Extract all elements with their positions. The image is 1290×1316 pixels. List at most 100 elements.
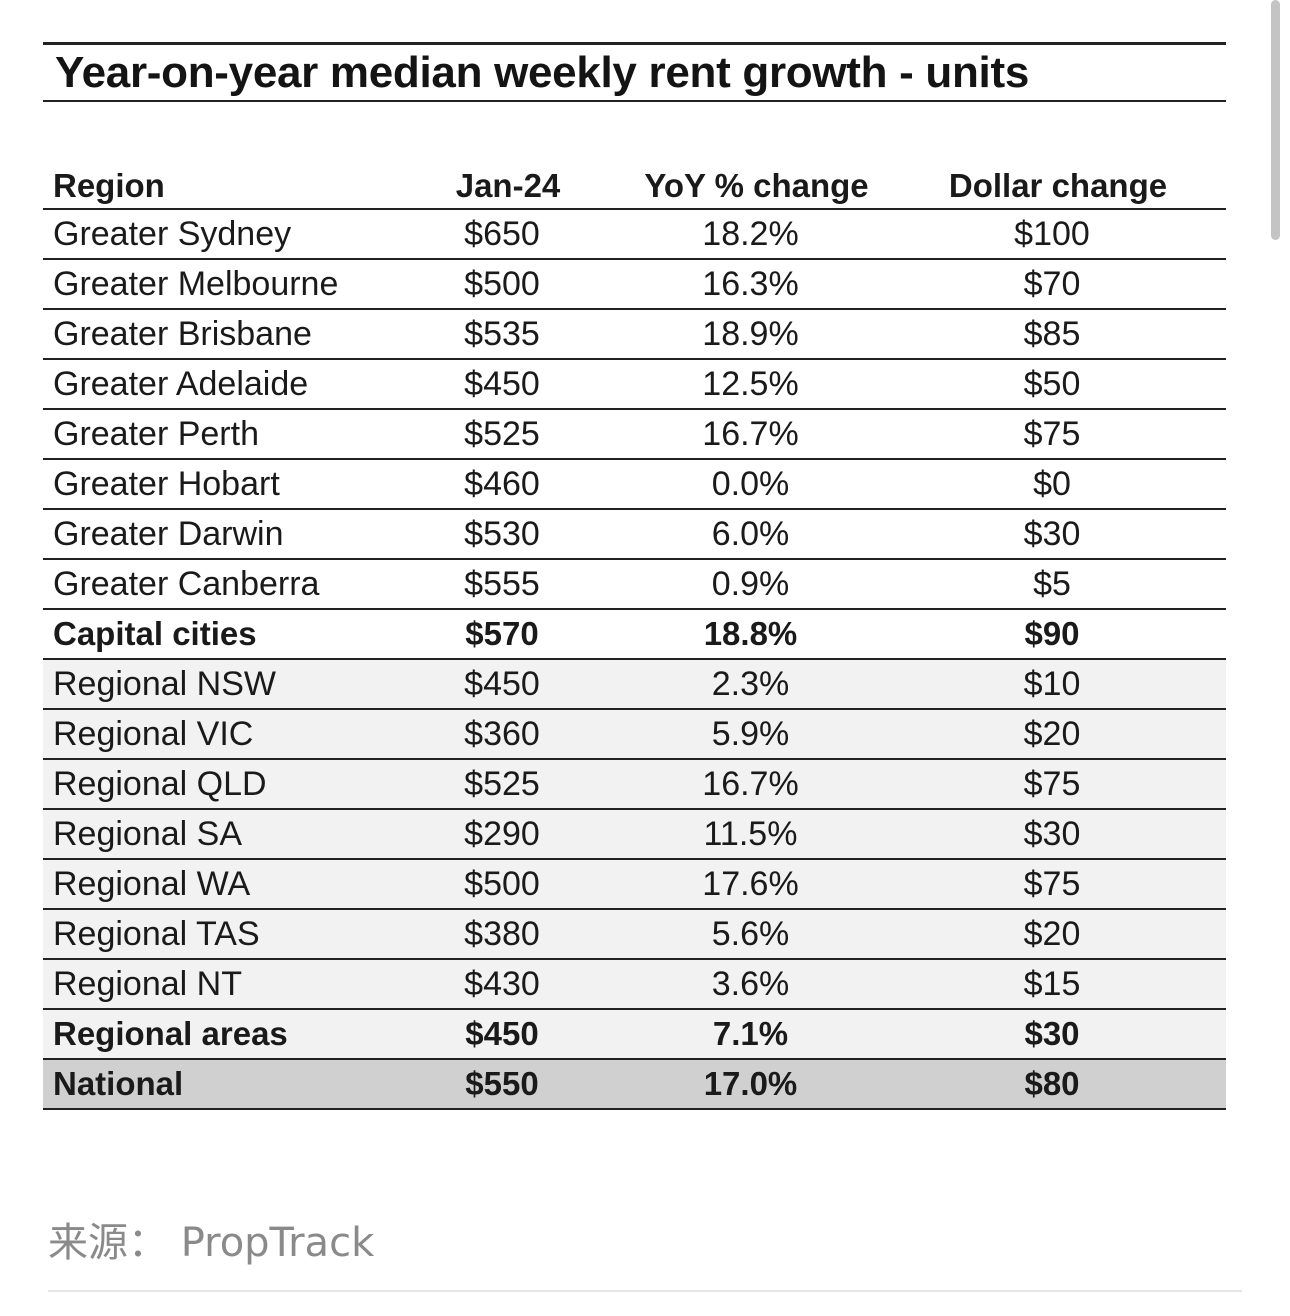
cell-jan24: $430 (464, 964, 540, 1003)
cell-yoy-change: 2.3% (711, 664, 790, 703)
cell-region: Greater Hobart (53, 464, 280, 503)
table-row: Greater Darwin $530 6.0% $30 (43, 510, 1226, 560)
cell-jan24: $535 (464, 314, 540, 353)
header-dollar-change: Dollar change (948, 167, 1168, 204)
cell-region: National (53, 1065, 184, 1102)
rent-growth-table: Year-on-year median weekly rent growth -… (43, 42, 1226, 1110)
cell-dollar-change: $90 (1024, 615, 1080, 652)
cell-region: Greater Darwin (53, 514, 284, 553)
cell-jan24: $290 (464, 814, 540, 853)
cell-jan24: $450 (465, 1015, 539, 1052)
cell-region: Regional SA (53, 814, 243, 853)
cell-dollar-change: $20 (1023, 714, 1081, 753)
cell-dollar-change: $75 (1023, 764, 1081, 803)
cell-jan24: $550 (465, 1065, 539, 1102)
table-row: Capital cities $570 18.8% $90 (43, 610, 1226, 660)
table-row: Regional NT $430 3.6% $15 (43, 960, 1226, 1010)
cell-yoy-change: 5.9% (711, 714, 790, 753)
cell-region: Greater Canberra (53, 564, 320, 603)
cell-yoy-change: 6.0% (711, 514, 790, 553)
cell-yoy-change: 18.2% (702, 214, 799, 253)
cell-jan24: $525 (464, 414, 540, 453)
cell-jan24: $650 (464, 214, 540, 253)
cell-yoy-change: 18.8% (703, 615, 798, 652)
cell-dollar-change: $20 (1023, 914, 1081, 953)
header-jan24: Jan-24 (455, 167, 561, 204)
cell-yoy-change: 3.6% (711, 964, 790, 1003)
cell-jan24: $450 (464, 364, 540, 403)
table-row: Regional WA $500 17.6% $75 (43, 860, 1226, 910)
cell-dollar-change: $75 (1023, 414, 1081, 453)
cell-dollar-change: $85 (1023, 314, 1081, 353)
cell-dollar-change: $80 (1024, 1065, 1080, 1102)
cell-region: Regional TAS (53, 914, 260, 953)
cell-yoy-change: 0.9% (711, 564, 790, 603)
header-region: Region (53, 167, 165, 204)
cell-dollar-change: $5 (1033, 564, 1071, 603)
table-row: Greater Sydney $650 18.2% $100 (43, 210, 1226, 260)
table-row: Regional areas $450 7.1% $30 (43, 1010, 1226, 1060)
cell-yoy-change: 7.1% (712, 1015, 789, 1052)
cell-region: Greater Melbourne (53, 264, 339, 303)
cell-jan24: $450 (464, 664, 540, 703)
table-row: Greater Canberra $555 0.9% $5 (43, 560, 1226, 610)
table-row: Regional QLD $525 16.7% $75 (43, 760, 1226, 810)
cell-yoy-change: 16.7% (702, 764, 799, 803)
cell-jan24: $460 (464, 464, 540, 503)
table-row: Regional SA $290 11.5% $30 (43, 810, 1226, 860)
cell-region: Regional areas (53, 1015, 288, 1052)
header-yoy-change: YoY % change (644, 167, 869, 204)
cell-yoy-change: 18.9% (702, 314, 799, 353)
cell-region: Capital cities (53, 615, 257, 652)
table-row: Greater Brisbane $535 18.9% $85 (43, 310, 1226, 360)
cell-jan24: $500 (464, 864, 540, 903)
cell-dollar-change: $30 (1023, 514, 1081, 553)
cell-dollar-change: $0 (1033, 464, 1071, 503)
scrollbar[interactable] (1271, 0, 1280, 240)
table-row: Regional VIC $360 5.9% $20 (43, 710, 1226, 760)
cell-yoy-change: 12.5% (702, 364, 799, 403)
cell-dollar-change: $10 (1023, 664, 1081, 703)
cell-dollar-change: $70 (1023, 264, 1081, 303)
table-row: Greater Perth $525 16.7% $75 (43, 410, 1226, 460)
cell-jan24: $500 (464, 264, 540, 303)
cell-region: Greater Brisbane (53, 314, 312, 353)
table-title: Year-on-year median weekly rent growth -… (55, 47, 1030, 97)
cell-yoy-change: 17.0% (703, 1065, 798, 1102)
source-caption: 来源： PropTrack (48, 1220, 375, 1266)
cell-dollar-change: $30 (1023, 814, 1081, 853)
cell-jan24: $380 (464, 914, 540, 953)
cell-region: Greater Sydney (53, 214, 292, 253)
cell-yoy-change: 17.6% (702, 864, 799, 903)
table-row: Greater Melbourne $500 16.3% $70 (43, 260, 1226, 310)
cell-yoy-change: 11.5% (703, 814, 798, 853)
table-row: Regional NSW $450 2.3% $10 (43, 660, 1226, 710)
cell-dollar-change: $100 (1014, 214, 1090, 253)
table-row: National $550 17.0% $80 (43, 1060, 1226, 1110)
cell-jan24: $530 (464, 514, 540, 553)
cell-region: Greater Perth (53, 414, 259, 453)
table-row: Greater Adelaide $450 12.5% $50 (43, 360, 1226, 410)
cell-region: Greater Adelaide (53, 364, 309, 403)
cell-yoy-change: 5.6% (711, 914, 790, 953)
cell-jan24: $555 (464, 564, 540, 603)
cell-dollar-change: $50 (1023, 364, 1081, 403)
table-row: Greater Hobart $460 0.0% $0 (43, 460, 1226, 510)
table-row: Regional TAS $380 5.6% $20 (43, 910, 1226, 960)
table-title-block: Year-on-year median weekly rent growth -… (43, 42, 1226, 102)
cell-region: Regional NSW (53, 664, 276, 703)
cell-dollar-change: $15 (1023, 964, 1081, 1003)
cell-dollar-change: $75 (1023, 864, 1081, 903)
cell-region: Regional QLD (53, 764, 267, 803)
cell-region: Regional WA (53, 864, 251, 903)
cell-region: Regional NT (53, 964, 242, 1003)
cell-jan24: $525 (464, 764, 540, 803)
table-body: Greater Sydney $650 18.2% $100 Greater Melbo… (43, 210, 1226, 1110)
table-header-row: Region Jan-24 YoY % change Dollar change (43, 164, 1226, 210)
cell-region: Regional VIC (53, 714, 254, 753)
cell-yoy-change: 16.7% (702, 414, 799, 453)
cell-jan24: $360 (464, 714, 540, 753)
divider (48, 1290, 1242, 1292)
cell-yoy-change: 0.0% (711, 464, 790, 503)
cell-dollar-change: $30 (1024, 1015, 1080, 1052)
